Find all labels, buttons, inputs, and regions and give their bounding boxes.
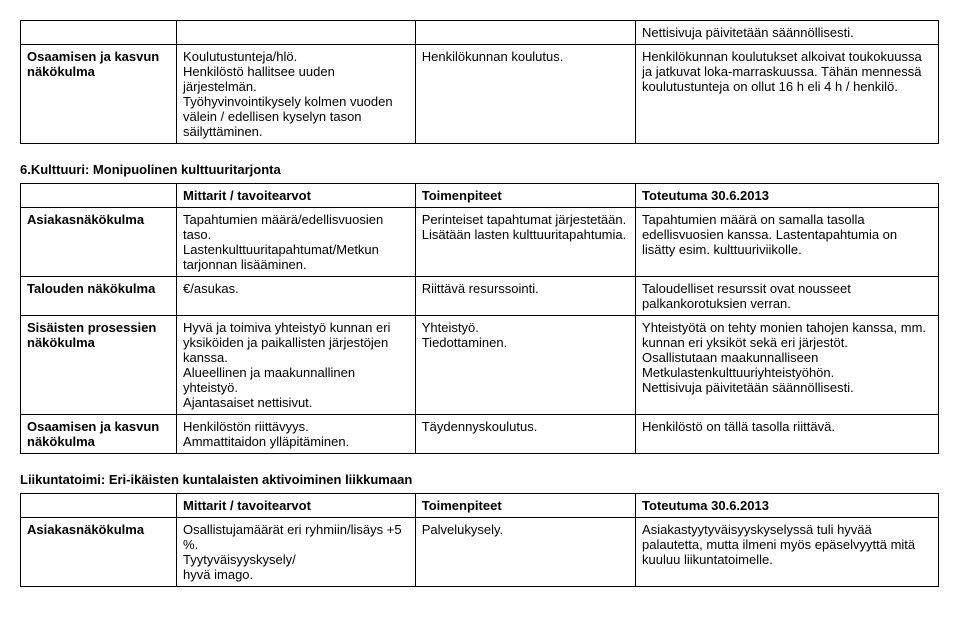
row-label: Osaamisen ja kasvun näkökulma: [21, 415, 177, 454]
row-label: Osaamisen ja kasvun näkökulma: [21, 45, 177, 144]
cell: [21, 21, 177, 45]
cell: Riittävä resurssointi.: [415, 277, 635, 316]
header-cell: [21, 494, 177, 518]
table-header-row: Mittarit / tavoitearvot Toimenpiteet Tot…: [21, 494, 939, 518]
cell: Osallistujamäärät eri ryhmiin/lisäys +5 …: [177, 518, 416, 587]
cell: Täydennyskoulutus.: [415, 415, 635, 454]
table-row: Osaamisen ja kasvun näkökulma Henkilöstö…: [21, 415, 939, 454]
cell: Henkilöstön riittävyys.Ammattitaidon yll…: [177, 415, 416, 454]
cell: Yhteistyötä on tehty monien tahojen kans…: [636, 316, 939, 415]
cell: Yhteistyö.Tiedottaminen.: [415, 316, 635, 415]
cell: Perinteiset tapahtumat järjestetään.Lisä…: [415, 208, 635, 277]
cell: Taloudelliset resurssit ovat nousseet pa…: [636, 277, 939, 316]
table-row: Talouden näkökulma €/asukas. Riittävä re…: [21, 277, 939, 316]
table-header-row: Mittarit / tavoitearvot Toimenpiteet Tot…: [21, 184, 939, 208]
table-row: Sisäisten prosessien näkökulma Hyvä ja t…: [21, 316, 939, 415]
row-label: Sisäisten prosessien näkökulma: [21, 316, 177, 415]
cell: Palvelukysely.: [415, 518, 635, 587]
table-row: Osaamisen ja kasvun näkökulma Koulutustu…: [21, 45, 939, 144]
row-label: Asiakasnäkökulma: [21, 518, 177, 587]
cell: €/asukas.: [177, 277, 416, 316]
table-top: Nettisivuja päivitetään säännöllisesti. …: [20, 20, 939, 144]
row-label: Talouden näkökulma: [21, 277, 177, 316]
cell: [177, 21, 416, 45]
cell: Tapahtumien määrä on samalla tasolla ede…: [636, 208, 939, 277]
header-cell: Toteutuma 30.6.2013: [636, 184, 939, 208]
table-row: Nettisivuja päivitetään säännöllisesti.: [21, 21, 939, 45]
header-cell: Mittarit / tavoitearvot: [177, 184, 416, 208]
cell: Henkilökunnan koulutukset alkoivat touko…: [636, 45, 939, 144]
cell: Asiakastyytyväisyyskyselyssä tuli hyvää …: [636, 518, 939, 587]
table-row: Asiakasnäkökulma Osallistujamäärät eri r…: [21, 518, 939, 587]
header-cell: Mittarit / tavoitearvot: [177, 494, 416, 518]
table-liikunta: Mittarit / tavoitearvot Toimenpiteet Tot…: [20, 493, 939, 587]
cell: Koulutustunteja/hlö.Henkilöstö hallitsee…: [177, 45, 416, 144]
cell: Henkilöstö on tällä tasolla riittävä.: [636, 415, 939, 454]
section-title-liikunta: Liikuntatoimi: Eri-ikäisten kuntalaisten…: [20, 472, 939, 487]
section-title-kulttuuri: 6.Kulttuuri: Monipuolinen kulttuuritarjo…: [20, 162, 939, 177]
cell: [415, 21, 635, 45]
header-cell: [21, 184, 177, 208]
table-row: Asiakasnäkökulma Tapahtumien määrä/edell…: [21, 208, 939, 277]
cell: Tapahtumien määrä/edellisvuosien taso.La…: [177, 208, 416, 277]
header-cell: Toimenpiteet: [415, 184, 635, 208]
header-cell: Toimenpiteet: [415, 494, 635, 518]
cell: Henkilökunnan koulutus.: [415, 45, 635, 144]
row-label: Asiakasnäkökulma: [21, 208, 177, 277]
cell: Nettisivuja päivitetään säännöllisesti.: [636, 21, 939, 45]
table-kulttuuri: Mittarit / tavoitearvot Toimenpiteet Tot…: [20, 183, 939, 454]
cell: Hyvä ja toimiva yhteistyö kunnan eri yks…: [177, 316, 416, 415]
header-cell: Toteutuma 30.6.2013: [636, 494, 939, 518]
